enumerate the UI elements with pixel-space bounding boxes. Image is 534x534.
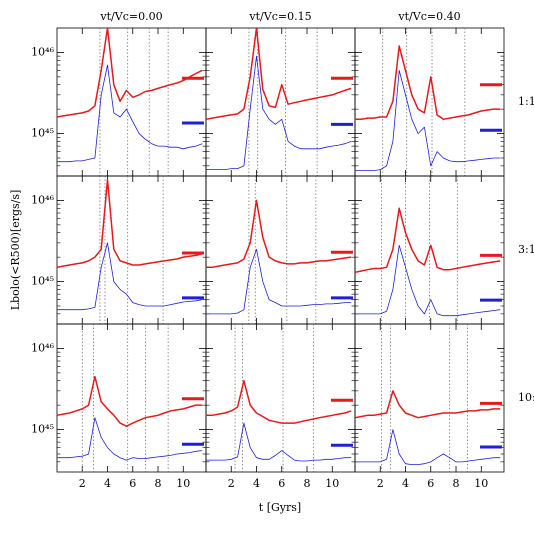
column-title: vt/Vc=0.40 bbox=[397, 10, 460, 23]
series-line bbox=[355, 244, 501, 317]
x-tick-label: 10 bbox=[325, 477, 339, 490]
series-line bbox=[56, 178, 203, 269]
row-label: 1:1 bbox=[518, 95, 534, 108]
series-line bbox=[355, 429, 501, 465]
x-tick-label: 6 bbox=[427, 477, 434, 490]
series-line bbox=[355, 45, 501, 121]
y-tick-label: 10⁴⁵ bbox=[31, 275, 54, 288]
row-label: 10:1 bbox=[518, 391, 534, 404]
panel-frame bbox=[205, 323, 356, 473]
series-line bbox=[206, 379, 352, 424]
row-label: 3:1 bbox=[518, 243, 534, 256]
panel-frame bbox=[354, 323, 505, 473]
x-tick-label: 6 bbox=[129, 477, 136, 490]
y-tick-label: 10⁴⁶ bbox=[31, 193, 54, 206]
panel-frame bbox=[354, 27, 505, 177]
x-axis-label: t [Gyrs] bbox=[259, 501, 301, 514]
series-line bbox=[206, 55, 352, 170]
x-tick-label: 4 bbox=[402, 477, 409, 490]
series-line bbox=[354, 207, 501, 274]
series-line bbox=[355, 70, 501, 171]
x-tick-label: 8 bbox=[155, 477, 162, 490]
x-tick-label: 10 bbox=[474, 477, 488, 490]
y-tick-label: 10⁴⁶ bbox=[31, 45, 54, 58]
x-tick-label: 2 bbox=[79, 477, 86, 490]
x-tick-label: 6 bbox=[278, 477, 285, 490]
series-line bbox=[354, 390, 501, 419]
series-line bbox=[206, 199, 352, 269]
y-tick-label: 10⁴⁵ bbox=[31, 423, 54, 436]
series-line bbox=[206, 422, 352, 462]
x-tick-label: 2 bbox=[228, 477, 235, 490]
x-tick-label: 10 bbox=[176, 477, 190, 490]
panel-frame bbox=[56, 27, 207, 177]
series-line bbox=[57, 242, 203, 311]
column-title: vt/Vc=0.00 bbox=[99, 10, 162, 23]
series-line bbox=[205, 27, 352, 121]
x-tick-label: 4 bbox=[253, 477, 260, 490]
panel-frame bbox=[205, 175, 356, 325]
y-tick-label: 10⁴⁶ bbox=[31, 341, 54, 354]
series-line bbox=[56, 27, 203, 118]
y-tick-label: 10⁴⁵ bbox=[31, 127, 54, 140]
x-tick-label: 4 bbox=[104, 477, 111, 490]
series-line bbox=[57, 417, 203, 461]
series-line bbox=[56, 375, 203, 427]
x-tick-label: 8 bbox=[453, 477, 460, 490]
y-axis-label: Lbolo(<R500)[ergs/s] bbox=[9, 190, 22, 311]
x-tick-label: 8 bbox=[304, 477, 311, 490]
column-title: vt/Vc=0.15 bbox=[248, 10, 311, 23]
x-tick-label: 2 bbox=[377, 477, 384, 490]
panel-frame bbox=[205, 27, 356, 177]
series-line bbox=[206, 248, 352, 315]
series-line bbox=[57, 64, 203, 163]
